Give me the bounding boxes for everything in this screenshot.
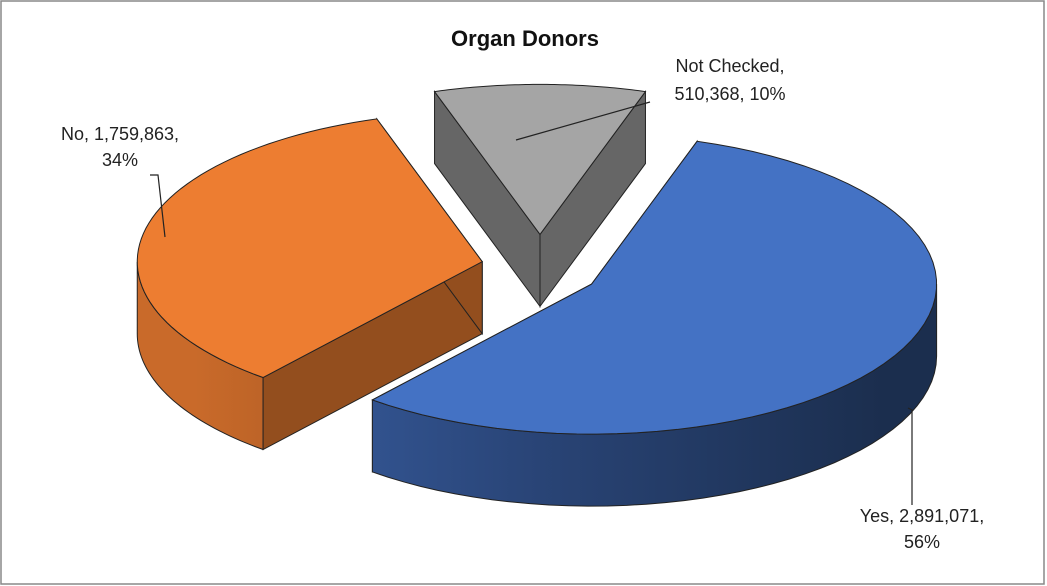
slice	[136, 118, 483, 379]
data-label: 510,368, 10%	[674, 84, 785, 104]
data-label: 34%	[102, 150, 138, 170]
data-label: No, 1,759,863,	[61, 124, 179, 144]
slice	[433, 83, 647, 236]
data-label: Yes, 2,891,071,	[860, 506, 984, 526]
slice	[371, 140, 937, 435]
pie	[136, 83, 938, 507]
leader-line	[907, 407, 913, 505]
chart-title: Organ Donors	[451, 26, 599, 51]
leader-line	[150, 174, 166, 238]
data-label: 56%	[904, 532, 940, 552]
leader-line	[515, 101, 651, 141]
data-label: Not Checked,	[675, 56, 784, 76]
